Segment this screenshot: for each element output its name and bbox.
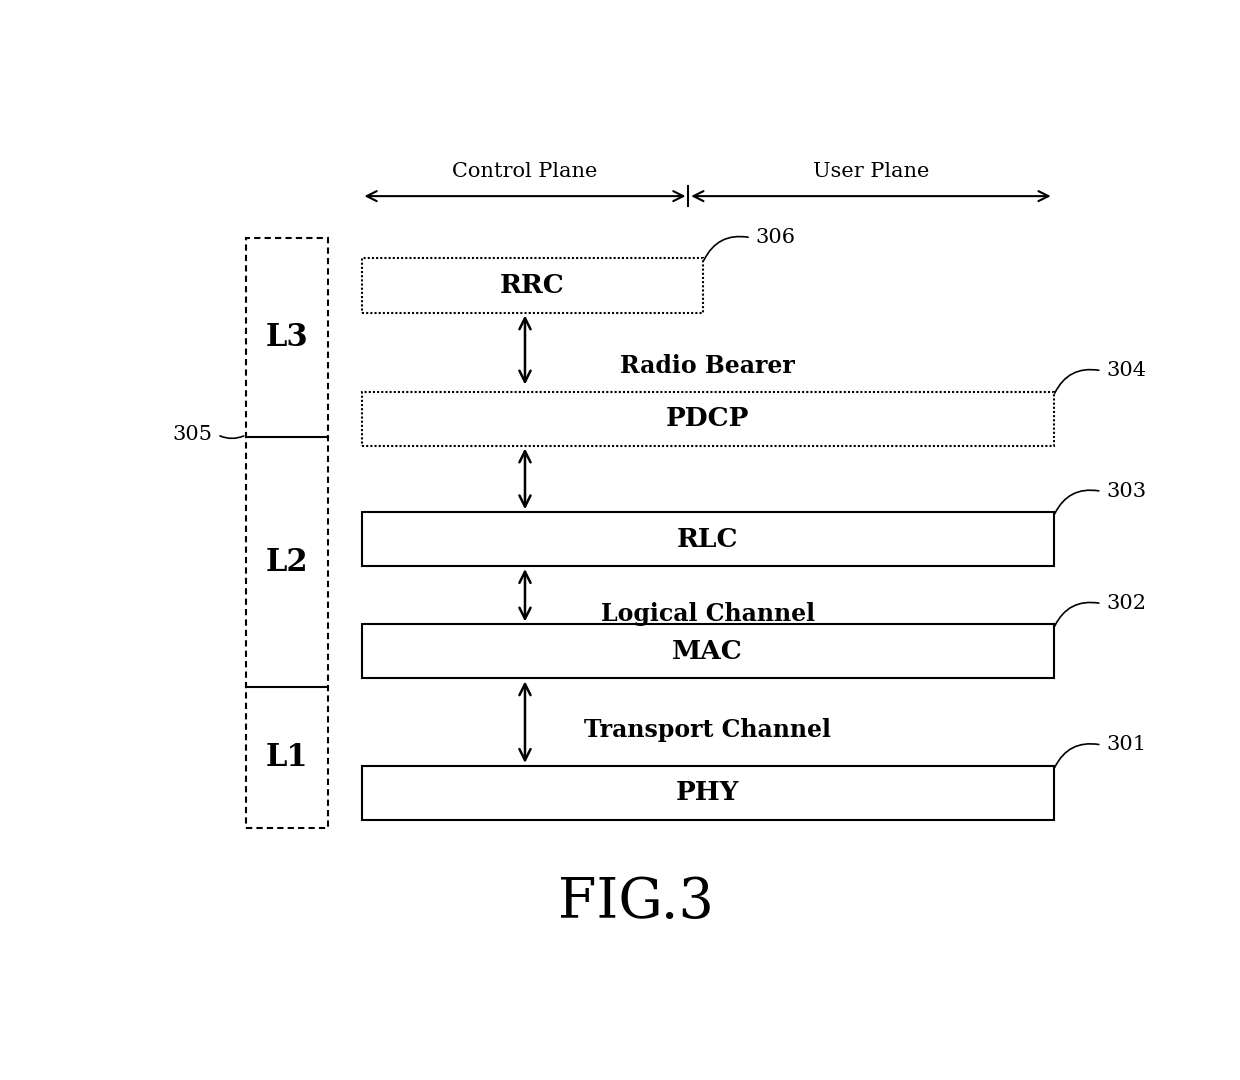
- Text: FIG.3: FIG.3: [558, 876, 713, 930]
- Text: PHY: PHY: [676, 781, 739, 806]
- Text: Logical Channel: Logical Channel: [600, 602, 815, 625]
- Text: 304: 304: [1106, 362, 1147, 380]
- Text: 305: 305: [172, 426, 213, 444]
- Text: User Plane: User Plane: [812, 162, 929, 181]
- Text: L2: L2: [265, 546, 309, 578]
- Bar: [362, 512, 1054, 566]
- Text: 303: 303: [1106, 482, 1147, 501]
- Text: L3: L3: [265, 322, 309, 353]
- Bar: [362, 766, 1054, 820]
- Text: MAC: MAC: [672, 639, 743, 664]
- Text: 301: 301: [1106, 735, 1147, 755]
- Text: Transport Channel: Transport Channel: [584, 718, 831, 742]
- Text: RLC: RLC: [677, 527, 738, 552]
- Bar: [247, 238, 327, 828]
- Bar: [362, 258, 703, 312]
- Bar: [362, 392, 1054, 446]
- Text: Radio Bearer: Radio Bearer: [620, 354, 795, 378]
- Text: RRC: RRC: [500, 273, 564, 298]
- Text: Control Plane: Control Plane: [453, 162, 598, 181]
- Bar: [362, 624, 1054, 678]
- Text: 306: 306: [755, 228, 796, 247]
- Text: L1: L1: [265, 742, 309, 773]
- Text: PDCP: PDCP: [666, 406, 749, 431]
- Text: 302: 302: [1106, 594, 1147, 613]
